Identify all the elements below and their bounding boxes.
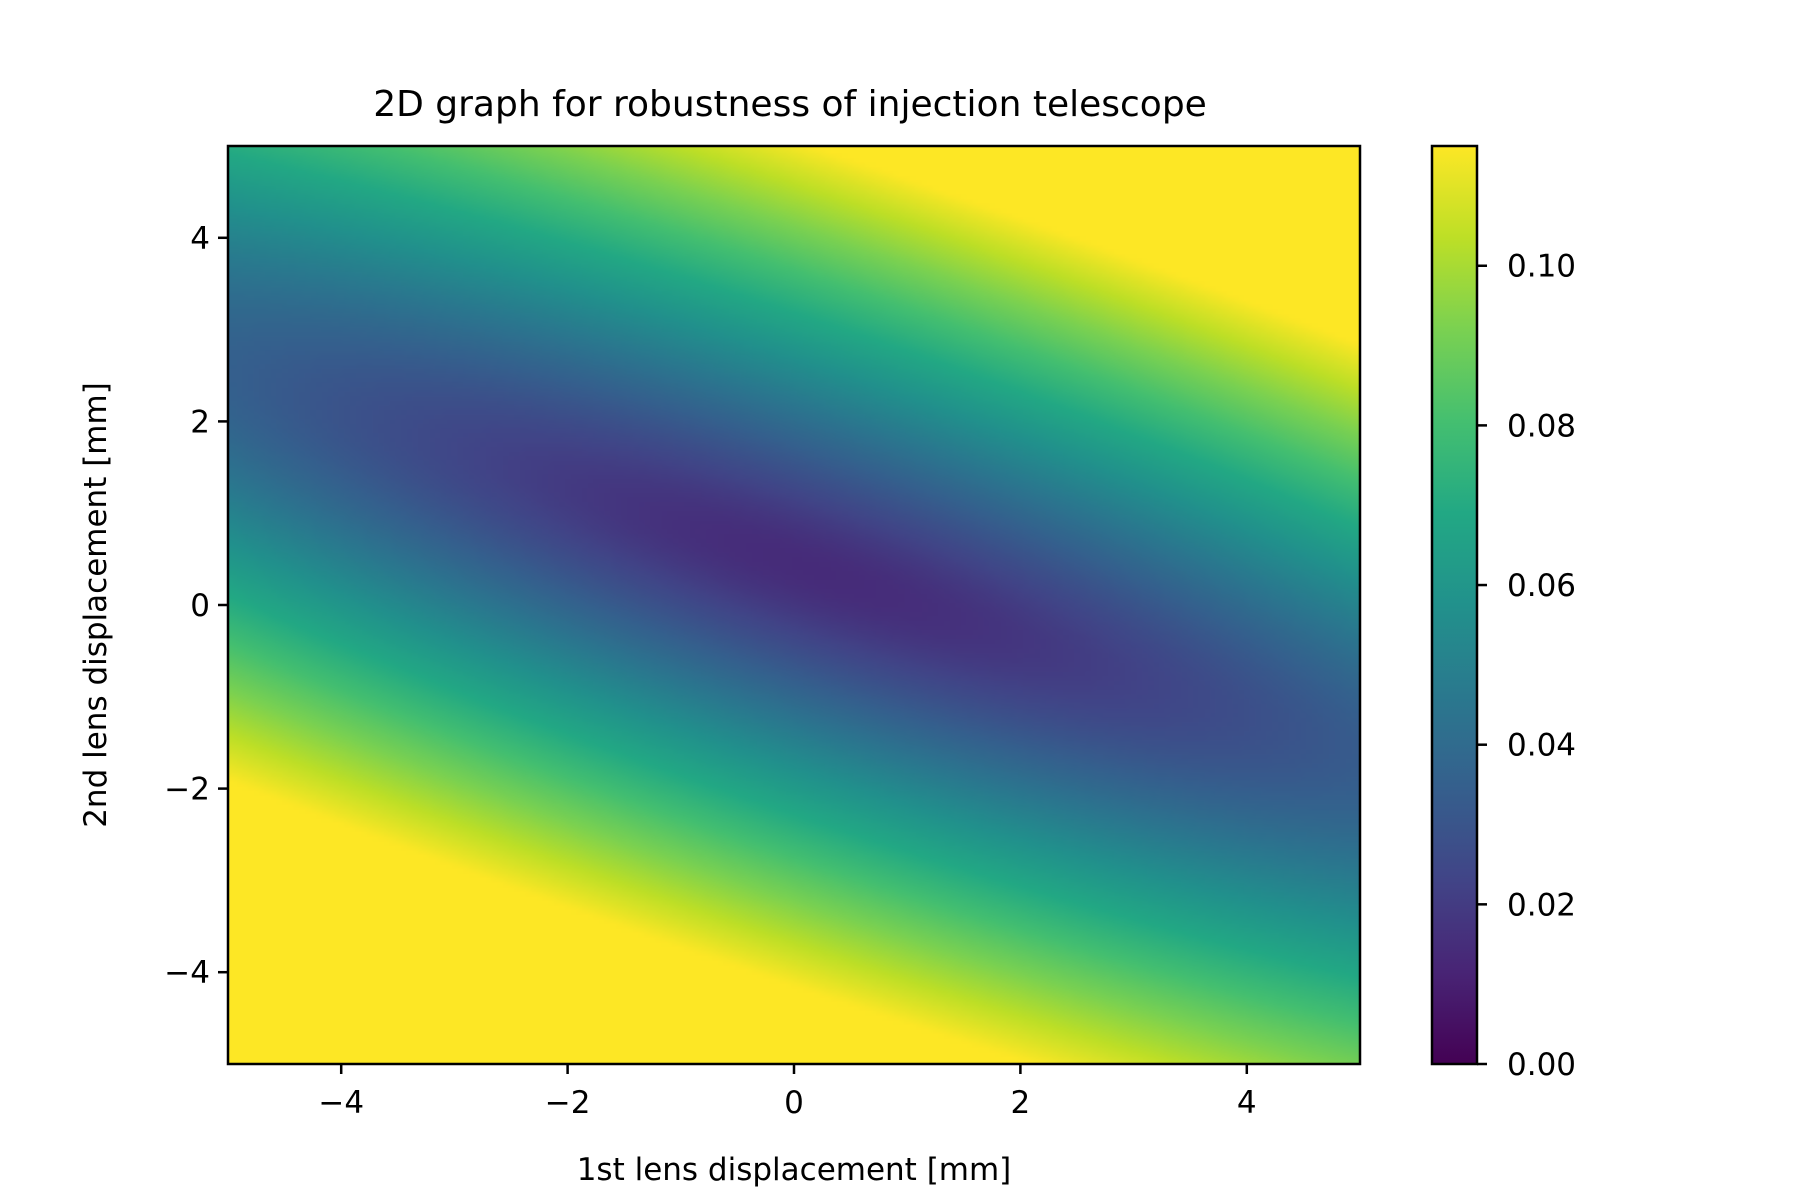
colorbar-tick-label: 0.10 (1507, 249, 1576, 285)
chart-title: 2D graph for robustness of injection tel… (373, 84, 1207, 125)
y-tick-label: 4 (190, 221, 210, 257)
colorbar (1432, 146, 1477, 1064)
colorbar-tick-label: 0.04 (1507, 728, 1576, 764)
y-tick-label: −2 (164, 772, 210, 808)
x-tick-label: 4 (1237, 1085, 1257, 1121)
x-tick-label: 2 (1011, 1085, 1031, 1121)
y-tick-label: −4 (164, 955, 210, 991)
x-tick-label: −2 (545, 1085, 591, 1121)
heatmap-field (228, 146, 1360, 1064)
y-axis-label: 2nd lens displacement [mm] (78, 382, 114, 828)
x-axis-label: 1st lens displacement [mm] (577, 1152, 1012, 1188)
y-tick-label: 2 (190, 404, 210, 440)
y-tick-label: 0 (190, 588, 210, 624)
x-tick-label: 0 (784, 1085, 804, 1121)
colorbar-frame (1430, 144, 1479, 1066)
colorbar-tick-label: 0.02 (1507, 887, 1576, 923)
colorbar-tick-label: 0.06 (1507, 568, 1576, 604)
x-tick-label: −4 (318, 1085, 364, 1121)
y-axis-ticks: −4 −2 0 2 4 (164, 221, 228, 991)
colorbar-tick-label: 0.00 (1507, 1047, 1576, 1083)
colorbar-ticks: 0.00 0.02 0.04 0.06 0.08 0.10 (1477, 249, 1576, 1083)
colorbar-tick-label: 0.08 (1507, 408, 1576, 444)
x-axis-ticks: −4 −2 0 2 4 (318, 1064, 1257, 1121)
